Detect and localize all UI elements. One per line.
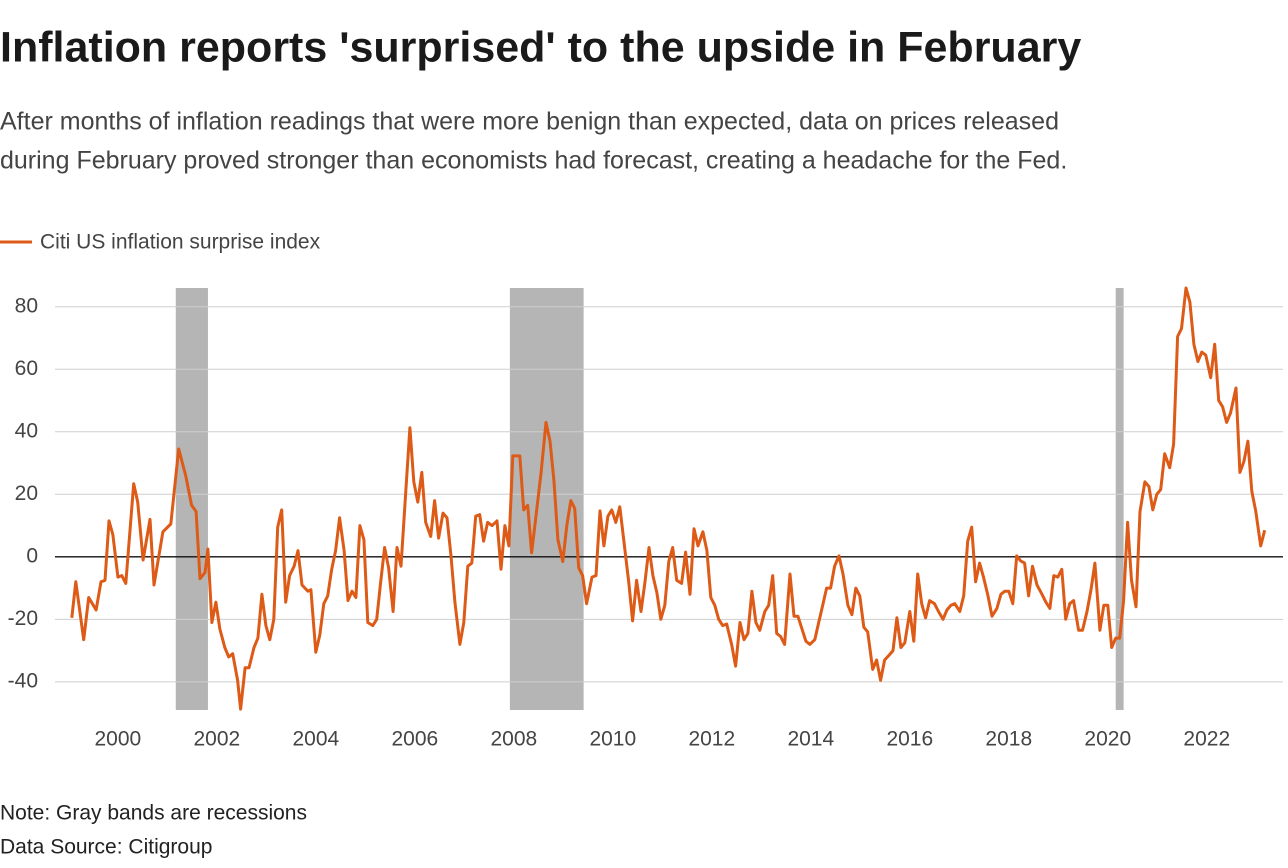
x-tick-label: 2000 xyxy=(95,728,142,751)
source: Data Source: Citigroup xyxy=(0,836,212,859)
note: Note: Gray bands are recessions xyxy=(0,802,307,825)
x-tick-label: 2006 xyxy=(391,728,438,751)
legend-label: Citi US inflation surprise index xyxy=(40,231,321,254)
x-tick-label: 2004 xyxy=(292,728,339,751)
x-tick-label: 2022 xyxy=(1183,728,1230,751)
x-tick-label: 2002 xyxy=(193,728,240,751)
y-tick-label: 40 xyxy=(15,419,38,442)
subtitle: After months of inflation readings that … xyxy=(0,108,1059,136)
y-tick-label: 80 xyxy=(15,294,38,317)
y-tick-label: 20 xyxy=(15,482,38,505)
chart-title: Inflation reports 'surprised' to the ups… xyxy=(0,23,1081,71)
x-tick-label: 2010 xyxy=(589,728,636,751)
recession-band xyxy=(509,288,584,710)
subtitle: during February proved stronger than eco… xyxy=(0,147,1067,175)
y-tick-label: 0 xyxy=(26,544,38,567)
recession-band xyxy=(1115,288,1124,710)
x-tick-label: 2008 xyxy=(490,728,537,751)
x-tick-label: 2018 xyxy=(985,728,1032,751)
series-line xyxy=(70,286,1267,711)
x-tick-label: 2014 xyxy=(787,728,834,751)
x-tick-label: 2012 xyxy=(688,728,735,751)
x-tick-label: 2016 xyxy=(886,728,933,751)
y-tick-label: -40 xyxy=(8,669,38,692)
y-tick-label: -20 xyxy=(8,607,38,630)
y-tick-label: 60 xyxy=(15,357,38,380)
x-tick-label: 2020 xyxy=(1084,728,1131,751)
